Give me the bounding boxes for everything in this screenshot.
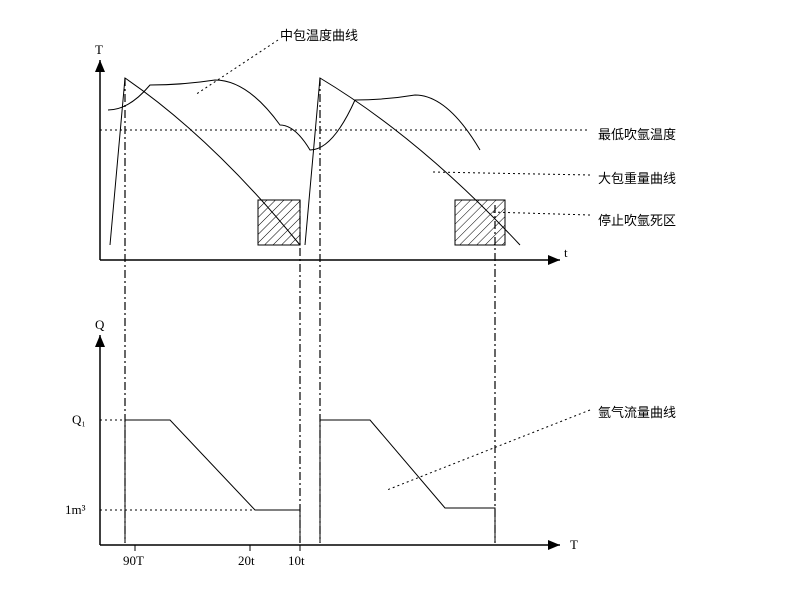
stop-zone-label: 停止吹氩死区 <box>598 210 676 229</box>
ladle-weight-label: 大包重量曲线 <box>598 168 676 187</box>
diagram-svg <box>0 0 800 610</box>
tick-10t: 10t <box>288 553 305 569</box>
bottom-y-axis-label: Q <box>95 317 104 333</box>
min-temp-label: 最低吹氩温度 <box>598 124 676 143</box>
argon-flow-label: 氩气流量曲线 <box>598 402 676 421</box>
diagram-container: Tt 中包温度曲线最低吹氩温度大包重量曲线停止吹氩死区 Q T Q₁ 1m³ 氩气流量曲线 9… <box>0 0 800 610</box>
tick-90T: 90T <box>123 553 144 569</box>
tick-20t: 20t <box>238 553 255 569</box>
mid-temp-curve-label: 中包温度曲线 <box>280 25 358 44</box>
bottom-x-axis-label: T <box>570 537 578 553</box>
top-x-axis-label: t <box>564 245 568 261</box>
top-y-axis-label: T <box>95 42 103 58</box>
one-m3-label: 1m³ <box>65 502 86 518</box>
q1-label: Q₁ <box>72 412 86 428</box>
